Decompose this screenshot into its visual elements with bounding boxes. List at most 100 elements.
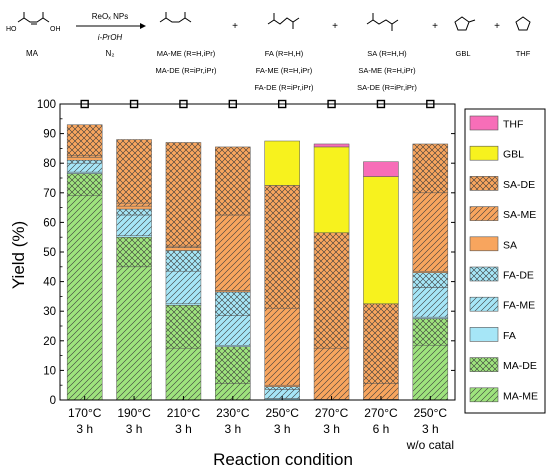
legend-swatch-thf [469, 115, 499, 131]
sa-line2: SA-ME (R=H,iPr) [358, 66, 416, 75]
x-tick-label: 3 h [224, 422, 241, 436]
y-tick-label: 90 [43, 129, 56, 141]
ma-ester-line2: MA-DE (R=iPr,iPr) [155, 66, 217, 75]
x-tick-label: 270°C [315, 406, 349, 420]
bar-segment-sa-de-7 [412, 143, 449, 194]
gbl-label: GBL [455, 49, 470, 58]
bar-segment-sa-0 [66, 157, 103, 161]
plus-sign-3: + [432, 21, 438, 32]
legend-swatch-sa-de [469, 176, 499, 191]
legend-swatch-gbl [469, 145, 499, 161]
ma-ester-line1: MA-ME (R=H,iPr) [157, 49, 216, 58]
fa-line2: FA-ME (R=H,iPr) [256, 66, 313, 75]
bar-segment-fa-me-0 [66, 162, 103, 173]
bar-segment-fa-me-7 [412, 287, 449, 318]
legend-swatch-fa-me [469, 296, 499, 312]
x-tick-label: 250°C [265, 406, 299, 420]
legend-swatch-sa [469, 236, 499, 252]
x-tick-label: 6 h [373, 422, 390, 436]
bar-segment-fa-me-2 [165, 270, 202, 305]
ma-label: MA [26, 49, 39, 58]
x-tick-label: 190°C [117, 406, 151, 420]
y-tick-label: 30 [43, 306, 56, 318]
thf-structure [515, 16, 531, 31]
bar-segment-sa-me-4 [264, 307, 300, 386]
bar-segment-gbl-6 [363, 176, 399, 305]
x-tick-label: 3 h [126, 422, 143, 436]
bar-segment-sa-me-3 [215, 214, 251, 291]
x-tick-label: 210°C [167, 406, 201, 420]
x-tick-label: w/o catal [406, 438, 454, 452]
y-tick-label: 40 [43, 277, 56, 289]
x-tick-label: 3 h [323, 422, 340, 436]
legend-label-fa-de: FA-DE [503, 270, 534, 282]
plus-sign-1: + [232, 21, 238, 32]
bar-segment-fa-de-1 [116, 208, 152, 216]
bar-segment-fa-de-0 [66, 159, 103, 164]
ma-ester-structure [159, 12, 192, 23]
bar-segment-fa-de-4 [264, 386, 300, 390]
bar-segment-fa-me-3 [215, 315, 251, 346]
plus-sign-4: + [494, 21, 500, 32]
thf-label: THF [516, 49, 531, 58]
bar-segment-sa-de-4 [264, 185, 300, 309]
bar-segment-ma-me-2 [165, 347, 202, 401]
x-tick-label: 3 h [422, 422, 439, 436]
y-tick-label: 10 [43, 365, 56, 377]
bar-segment-fa-de-3 [215, 291, 251, 316]
x-tick-label: 250°C [414, 406, 448, 420]
bar-segment-sa-me-5 [313, 347, 350, 400]
legend-label-thf: THF [503, 119, 523, 131]
legend-label-ma-me: MA-ME [503, 390, 538, 402]
sa-structure [366, 13, 399, 31]
legend-swatch-ma-me [469, 387, 499, 403]
bar-segment-sa-me-7 [412, 192, 449, 272]
bar-segment-sa-de-2 [165, 142, 202, 247]
bar-segment-thf-6 [363, 161, 399, 177]
bar-segment-ma-de-1 [116, 236, 152, 268]
bar-segment-gbl-5 [313, 146, 350, 234]
bar-segment-ma-me-1 [116, 266, 152, 401]
legend-label-sa-de: SA-DE [503, 179, 535, 191]
y-axis-title: Yield (%) [9, 221, 28, 289]
bar-segment-fa-de-2 [165, 250, 202, 272]
bar-segment-fa-de-7 [412, 272, 449, 288]
fa-structure [267, 13, 300, 29]
plot-area: 0 10 20 30 40 50 60 70 80 90 100 170°C 3 h 190°C 3 h 21… [37, 99, 456, 452]
fa-line3: FA-DE (R=iPr,iPr) [255, 83, 314, 92]
sa-line3: SA-DE (R=iPr,iPr) [357, 83, 417, 92]
x-tick-label: 3 h [274, 422, 291, 436]
x-tick-label: 270°C [364, 406, 398, 420]
x-tick-label: 3 h [175, 422, 192, 436]
bar-segment-fa-me-1 [116, 214, 152, 236]
bar-segment-gbl-4 [264, 140, 300, 186]
sa-line1: SA (R=H,H) [367, 49, 407, 58]
legend-label-fa: FA [503, 330, 516, 342]
x-tick-label: 170°C [68, 406, 102, 420]
y-tick-label: 20 [43, 336, 56, 348]
y-tick-label: 80 [43, 158, 56, 170]
bar-segment-thf-5 [313, 143, 350, 148]
y-tick-label: 0 [50, 395, 56, 407]
ma-acid-left: HO [6, 26, 17, 33]
bar-segment-sa-de-3 [215, 146, 251, 216]
legend-swatch-sa-me [469, 206, 499, 221]
x-tick-label: 3 h [76, 422, 93, 436]
solvent-label: i-PrOH [98, 33, 123, 42]
y-tick-label: 70 [43, 188, 56, 200]
bar-segment-sa-de-1 [116, 139, 152, 204]
bar-segment-ma-de-0 [66, 173, 103, 197]
legend-label-fa-me: FA-ME [503, 300, 535, 312]
bar-segment-sa-2 [165, 247, 202, 251]
reaction-scheme: HO OH MA ReOₓ NPs i-PrOH N₂ MA-ME (R=H,i… [6, 12, 531, 92]
y-tick-label: 60 [43, 217, 56, 229]
bar-segment-ma-me-7 [412, 344, 449, 401]
legend-swatch-ma-de [469, 357, 499, 372]
x-axis-title: Reaction condition [213, 450, 353, 469]
gbl-structure [454, 16, 476, 31]
bar-segment-sa-de-5 [313, 232, 350, 349]
y-tick-label: 100 [37, 99, 56, 111]
bar-segment-ma-de-2 [165, 305, 202, 349]
bar-segment-ma-de-3 [215, 346, 251, 384]
